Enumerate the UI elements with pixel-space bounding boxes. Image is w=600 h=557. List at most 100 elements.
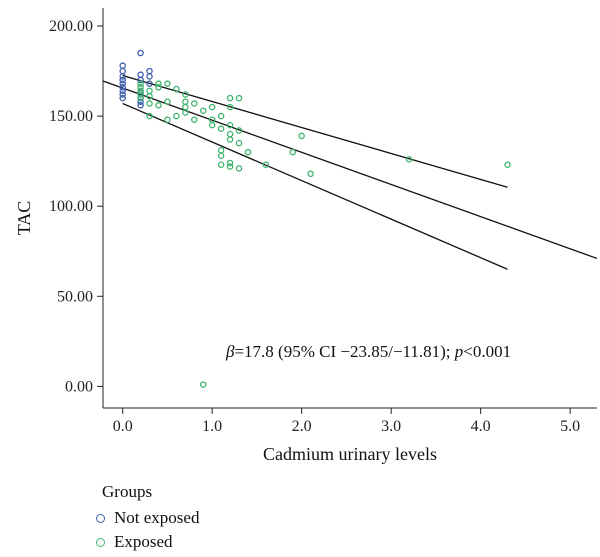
point-exposed — [155, 102, 162, 109]
plot-frame — [102, 8, 597, 409]
point-exposed — [164, 116, 171, 123]
annotation-beta: β — [225, 342, 235, 361]
fit-line — [102, 80, 598, 260]
point-not-exposed — [137, 76, 144, 84]
point-exposed — [164, 98, 171, 105]
point-exposed — [235, 94, 243, 102]
legend-label-not-exposed: Not exposed — [114, 508, 200, 527]
point-exposed — [208, 103, 216, 111]
point-not-exposed — [137, 71, 144, 78]
y-tick-label: 100.00 — [49, 198, 93, 215]
legend-item-exposed: Exposed — [96, 530, 199, 554]
point-exposed — [217, 147, 225, 154]
point-not-exposed — [119, 67, 126, 75]
point-exposed — [235, 139, 243, 147]
point-not-exposed — [119, 94, 126, 102]
point-exposed — [217, 161, 225, 169]
point-not-exposed — [119, 80, 126, 87]
point-exposed — [182, 91, 189, 98]
point-not-exposed — [119, 73, 126, 80]
point-exposed — [226, 103, 234, 111]
point-exposed — [226, 159, 234, 167]
point-exposed — [155, 84, 162, 91]
point-exposed — [191, 100, 198, 107]
x-tick-label: 2.0 — [292, 418, 312, 435]
point-exposed — [137, 91, 144, 98]
point-exposed — [235, 165, 243, 172]
point-exposed — [298, 132, 305, 140]
y-axis: 0.00 50.00 100.00 150.00 200.00 — [49, 18, 103, 395]
legend: Groups Not exposed Exposed — [96, 482, 199, 554]
legend-item-not-exposed: Not exposed — [96, 506, 199, 530]
x-axis: 0.0 1.0 2.0 3.0 4.0 5.0 — [113, 408, 580, 435]
point-exposed — [217, 125, 225, 132]
point-exposed — [504, 161, 511, 169]
annotation: β=17.8 (95% CI −23.85/−11.81); p<0.001 — [225, 342, 511, 361]
point-exposed — [137, 94, 144, 102]
annotation-p-text: <0.001 — [463, 342, 511, 361]
y-tick-label: 50.00 — [57, 288, 93, 305]
point-exposed — [199, 107, 207, 114]
y-tick-label: 150.00 — [49, 108, 93, 125]
annotation-text: =17.8 (95% CI −23.85/−11.81); — [234, 342, 454, 361]
point-exposed — [405, 156, 413, 163]
regression-lines — [102, 74, 598, 270]
point-not-exposed — [146, 80, 153, 87]
point-not-exposed — [119, 84, 126, 91]
point-exposed — [173, 85, 180, 93]
point-not-exposed — [146, 67, 153, 75]
point-exposed — [199, 381, 207, 388]
point-exposed — [208, 121, 216, 129]
point-exposed — [146, 112, 153, 120]
point-exposed — [146, 100, 153, 107]
point-exposed — [191, 116, 198, 123]
point-exposed — [137, 84, 144, 91]
point-exposed — [226, 163, 234, 170]
x-tick-label: 3.0 — [381, 418, 401, 435]
point-exposed — [146, 87, 153, 95]
point-not-exposed — [119, 76, 126, 84]
point-exposed — [173, 112, 180, 120]
point-not-exposed — [146, 73, 153, 80]
ci-upper-line — [122, 74, 508, 188]
x-tick-label: 4.0 — [471, 418, 491, 435]
point-exposed — [137, 87, 144, 95]
legend-marker-exposed — [96, 537, 105, 547]
point-not-exposed — [137, 102, 144, 109]
scatter-chart: 0.0 1.0 2.0 3.0 4.0 5.0 0.00 50.00 100.00 150.00… — [14, 8, 598, 464]
point-exposed — [226, 130, 234, 138]
point-exposed — [182, 103, 189, 111]
point-exposed — [146, 93, 153, 100]
legend-label-exposed: Exposed — [114, 532, 173, 551]
point-exposed — [226, 136, 234, 143]
data-points — [119, 49, 511, 388]
point-exposed — [226, 94, 234, 102]
x-tick-label: 5.0 — [560, 418, 580, 435]
point-exposed — [137, 80, 144, 87]
point-exposed — [307, 170, 314, 178]
y-axis-label: TAC — [14, 201, 34, 236]
point-exposed — [262, 161, 270, 169]
ci-lower-line — [122, 102, 508, 270]
y-tick-label: 0.00 — [65, 378, 93, 395]
annotation-p: p — [454, 342, 464, 361]
x-tick-label: 1.0 — [202, 418, 222, 435]
legend-marker-not-exposed — [96, 513, 105, 523]
point-not-exposed — [119, 87, 126, 95]
legend-title: Groups — [102, 482, 153, 501]
point-exposed — [217, 112, 225, 120]
point-exposed — [182, 109, 189, 116]
point-not-exposed — [137, 98, 144, 105]
point-exposed — [164, 80, 171, 87]
point-not-exposed — [119, 91, 126, 98]
point-exposed — [217, 152, 225, 159]
x-axis-label: Cadmium urinary levels — [263, 444, 437, 464]
point-exposed — [182, 98, 189, 105]
y-tick-label: 200.00 — [49, 18, 93, 35]
point-exposed — [235, 127, 243, 134]
point-exposed — [226, 121, 234, 129]
point-exposed — [289, 148, 296, 156]
point-not-exposed — [119, 62, 126, 69]
x-tick-label: 0.0 — [113, 418, 133, 435]
point-exposed — [155, 80, 162, 87]
